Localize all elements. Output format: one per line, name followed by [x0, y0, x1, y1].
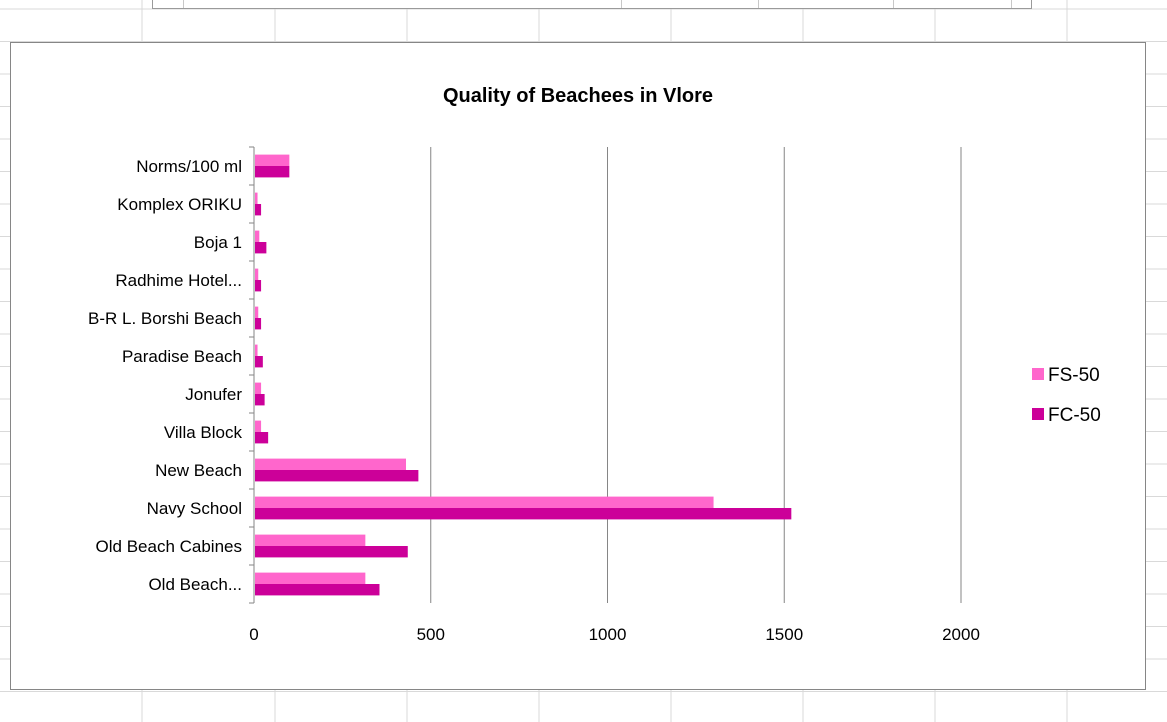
x-tick-label: 1500 — [765, 625, 803, 644]
bar-fc-50 — [255, 166, 290, 178]
legend: FS-50 FC-50 — [1032, 365, 1101, 426]
bar-fs-50 — [255, 534, 366, 546]
bar-fc-50 — [255, 432, 269, 444]
category-label: Villa Block — [164, 423, 243, 442]
bar-fc-50 — [255, 356, 263, 368]
category-label: Boja 1 — [194, 233, 242, 252]
category-label: Radhime Hotel... — [115, 271, 242, 290]
bar-chart: Quality of Beachees in Vlore 0 500 1000 150… — [88, 85, 1101, 644]
category-label: Komplex ORIKU — [117, 195, 242, 214]
category-label: B-R L. Borshi Beach — [88, 309, 242, 328]
bar-fc-50 — [255, 242, 267, 254]
bar-fs-50 — [255, 154, 290, 166]
bar-fs-50 — [255, 458, 407, 470]
legend-label: FS-50 — [1048, 365, 1100, 386]
spreadsheet-cell-strip — [152, 0, 1032, 9]
bar-fs-50 — [255, 230, 260, 242]
gridlines — [430, 147, 962, 603]
chart-area[interactable]: Quality of Beachees in Vlore 0 500 1000 150… — [10, 42, 1146, 690]
bar-fs-50 — [255, 192, 258, 204]
bar-fs-50 — [255, 420, 262, 432]
bar-fc-50 — [255, 204, 262, 216]
bar-fc-50 — [255, 394, 265, 406]
bar-fs-50 — [255, 306, 259, 318]
x-tick-label: 1000 — [589, 625, 627, 644]
bar-fc-50 — [255, 584, 380, 596]
legend-label: FC-50 — [1048, 405, 1101, 426]
category-label: Paradise Beach — [122, 347, 242, 366]
bar-fs-50 — [255, 268, 259, 280]
bars — [255, 154, 792, 596]
chart-title: Quality of Beachees in Vlore — [443, 85, 713, 107]
bar-fs-50 — [255, 344, 258, 356]
bar-fc-50 — [255, 318, 262, 330]
bar-fs-50 — [255, 382, 262, 394]
x-tick-label: 2000 — [942, 625, 980, 644]
x-tick-label: 500 — [417, 625, 445, 644]
category-label: Navy School — [147, 499, 242, 518]
category-label: Norms/100 ml — [136, 157, 242, 176]
bar-fc-50 — [255, 470, 419, 482]
bar-fc-50 — [255, 546, 408, 558]
category-label: Old Beach... — [148, 575, 242, 594]
category-label: Old Beach Cabines — [96, 537, 242, 556]
axes: 0 500 1000 1500 2000 Norms/100 ml Komplex ORIK… — [88, 146, 980, 644]
category-label: New Beach — [155, 461, 242, 480]
legend-swatch — [1032, 368, 1044, 380]
bar-fc-50 — [255, 280, 262, 292]
bar-fs-50 — [255, 572, 366, 584]
x-tick-label: 0 — [249, 625, 258, 644]
legend-swatch — [1032, 408, 1044, 420]
bar-fc-50 — [255, 508, 792, 520]
bar-fs-50 — [255, 496, 714, 508]
category-label: Jonufer — [185, 385, 242, 404]
